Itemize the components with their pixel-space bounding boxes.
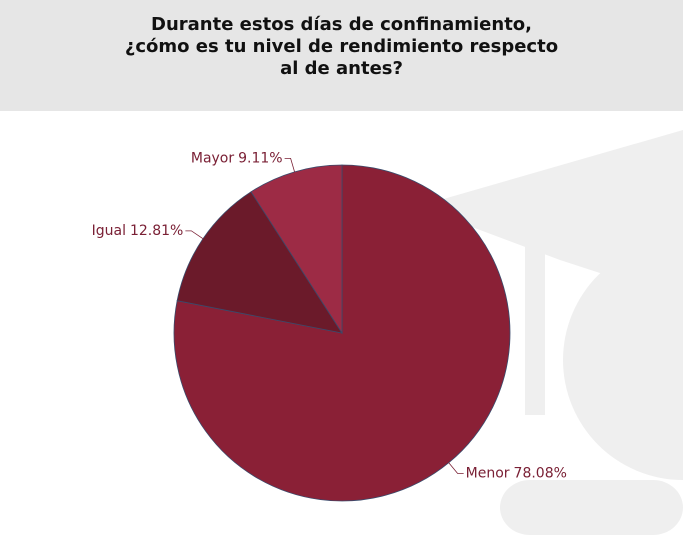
data-label: Igual 12.81% bbox=[92, 223, 184, 239]
data-label: Menor 78.08% bbox=[466, 466, 567, 482]
chart-title: Durante estos días de confinamiento, ¿có… bbox=[124, 14, 559, 79]
leader-line bbox=[284, 158, 295, 172]
pie-slice bbox=[173, 164, 511, 502]
leader-line bbox=[185, 230, 204, 240]
category-label: Menor bbox=[466, 466, 510, 482]
value-label: 9.11% bbox=[238, 150, 282, 166]
data-label: Mayor 9.11% bbox=[191, 150, 283, 166]
watermark bbox=[440, 130, 683, 535]
value-label: 12.81% bbox=[130, 223, 183, 239]
leader-line bbox=[448, 462, 464, 474]
pie-slice bbox=[250, 164, 343, 335]
category-label: Igual bbox=[92, 223, 126, 239]
header: Durante estos días de confinamiento, ¿có… bbox=[0, 0, 683, 111]
category-label: Mayor bbox=[191, 150, 235, 166]
value-label: 78.08% bbox=[514, 466, 567, 482]
pie-slice bbox=[176, 191, 343, 334]
